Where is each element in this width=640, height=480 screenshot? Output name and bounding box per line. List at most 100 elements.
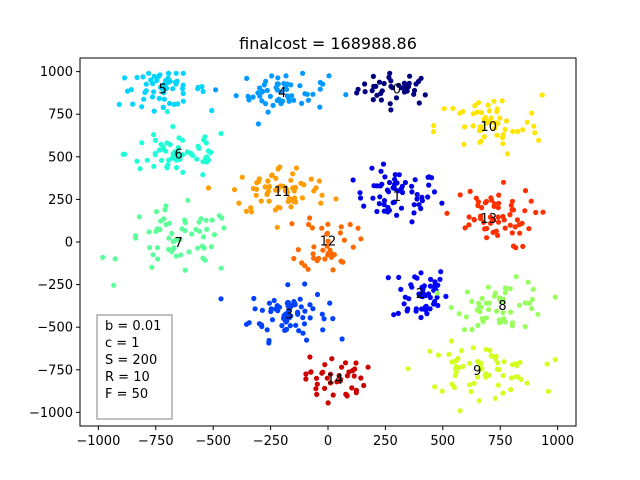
cluster-10-point [485, 102, 491, 108]
cluster-11-point [239, 174, 245, 180]
cluster-4-point [274, 97, 280, 104]
cluster-3-point [256, 321, 262, 327]
cluster-7-point [194, 245, 201, 251]
cluster-2-point [385, 275, 391, 281]
y-tick-label: −750 [37, 363, 73, 378]
cluster-9-point [508, 375, 515, 381]
cluster-14-point [334, 379, 340, 385]
cluster-8-point [478, 304, 484, 310]
cluster-13-point [526, 226, 532, 232]
cluster-8-point [464, 289, 470, 295]
cluster-9-point [492, 356, 499, 362]
cluster-10-point [505, 151, 511, 157]
cluster-5-point [173, 70, 179, 76]
cluster-10-point [491, 98, 497, 104]
cluster-3-point [266, 340, 272, 346]
cluster-1-point [419, 198, 425, 204]
cluster-8-point [491, 293, 497, 299]
cluster-5-point [159, 86, 165, 92]
cluster-4-point [255, 90, 261, 96]
cluster-12-point [309, 225, 315, 231]
cluster-11-point [248, 205, 254, 211]
cluster-11-point [288, 177, 294, 183]
cluster-0-point [388, 83, 394, 90]
cluster-5-point [200, 88, 206, 95]
cluster-4-point [255, 121, 261, 127]
cluster-12-point [320, 247, 326, 253]
cluster-12-point [331, 252, 337, 258]
cluster-2-point [428, 276, 434, 282]
cluster-1-point [391, 181, 398, 187]
cluster-14-point [313, 375, 320, 381]
cluster-13-point [509, 198, 515, 204]
cluster-11-point [277, 164, 283, 170]
cluster-7-point [100, 254, 106, 260]
cluster-0-point [374, 92, 380, 98]
cluster-5-point [122, 75, 128, 81]
cluster-10-point [502, 126, 508, 133]
cluster-8-point [500, 310, 506, 316]
cluster-10-point [457, 110, 463, 116]
cluster-14-point [322, 385, 328, 391]
cluster-1-point [402, 179, 408, 186]
cluster-3-point [284, 300, 290, 306]
cluster-7-point [171, 245, 177, 251]
cluster-7-point [153, 209, 160, 215]
cluster-14-point [361, 382, 367, 389]
cluster-6-point [196, 145, 202, 151]
cluster-4-point [302, 91, 308, 97]
cluster-8-point [483, 315, 489, 321]
cluster-4-point [281, 80, 287, 87]
cluster-3-point [307, 302, 313, 308]
cluster-7-point [211, 232, 217, 238]
y-tick-label: 750 [48, 108, 73, 123]
cluster-4-point [326, 73, 332, 79]
cluster-4-point [278, 101, 284, 107]
cluster-12-point [341, 237, 347, 243]
cluster-4-point [283, 73, 289, 79]
cluster-1-point [396, 172, 402, 178]
cluster-13-point [508, 202, 514, 208]
cluster-0-point [411, 91, 417, 97]
cluster-1-point [411, 210, 417, 216]
cluster-12-point [325, 221, 331, 227]
cluster-4-point [279, 89, 285, 95]
cluster-13-point [520, 243, 526, 249]
cluster-0-point [416, 100, 422, 106]
cluster-0-point [355, 86, 361, 92]
cluster-3-point [269, 317, 276, 323]
cluster-7-point [146, 229, 152, 235]
cluster-4-point [299, 100, 305, 106]
cluster-0-point [387, 101, 393, 107]
cluster-11-point [256, 179, 262, 185]
cluster-4-point [291, 97, 297, 103]
cluster-1-point [399, 183, 405, 189]
cluster-2-point [418, 270, 424, 276]
cluster-9-point [478, 360, 484, 366]
cluster-label-0: 0 [393, 83, 401, 98]
cluster-0-point [370, 73, 376, 79]
cluster-1-point [382, 174, 388, 180]
cluster-0-point [378, 97, 384, 103]
cluster-11-point [249, 209, 255, 215]
cluster-12-point [325, 252, 332, 258]
cluster-4-point [317, 104, 323, 110]
cluster-4-point [317, 86, 323, 92]
cluster-11-point [273, 187, 279, 193]
cluster-0-point [376, 79, 383, 85]
cluster-11-point [243, 208, 249, 214]
cluster-11-point [286, 195, 292, 202]
cluster-7-point [178, 252, 184, 258]
cluster-11-point [316, 178, 322, 184]
cluster-11-point [265, 188, 271, 194]
cluster-8-point [434, 290, 440, 296]
cluster-10-point [482, 115, 489, 121]
x-tick-label: −250 [253, 434, 289, 449]
cluster-2-point [416, 291, 422, 297]
legend-line-f: F = 50 [105, 387, 148, 402]
cluster-14-point [342, 360, 349, 366]
cluster-12-point [310, 251, 316, 257]
cluster-8-point [461, 327, 467, 333]
cluster-13-point [496, 200, 502, 206]
cluster-13-point [481, 219, 487, 225]
